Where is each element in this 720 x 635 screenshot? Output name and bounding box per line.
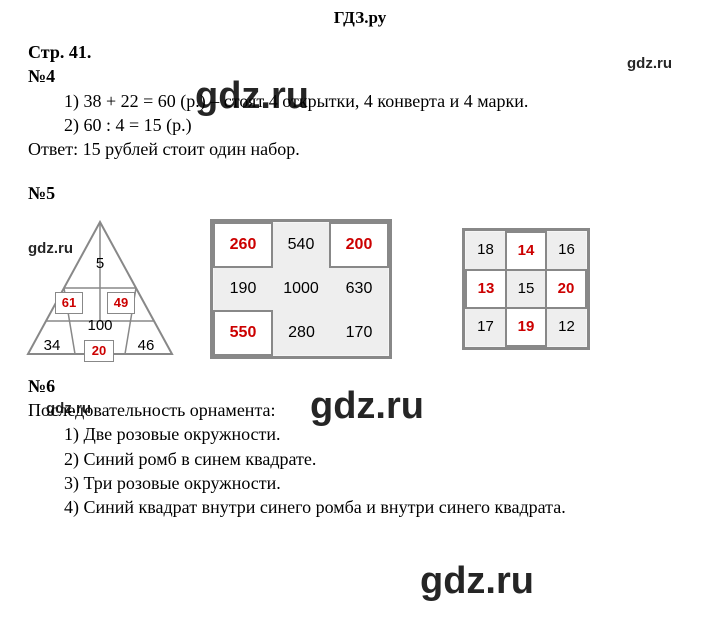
task6-item-1: 1) Две розовые окружности. bbox=[28, 422, 692, 446]
grid-cell: 280 bbox=[272, 311, 330, 355]
task6-number: №6 bbox=[28, 374, 692, 398]
magic-square-1: 260540200 1901000630 550280170 bbox=[210, 219, 392, 359]
triangle-puzzle: 5 61 49 100 34 20 46 bbox=[20, 214, 180, 364]
tri-top: 5 bbox=[90, 254, 110, 274]
task6-item-3: 3) Три розовые окружности. bbox=[28, 471, 692, 495]
task4-answer: Ответ: 15 рублей стоит один набор. bbox=[28, 137, 692, 161]
tri-mid-left: 61 bbox=[55, 292, 83, 314]
grid-cell: 190 bbox=[214, 267, 272, 311]
magic-square-2: 181416 131520 171912 bbox=[462, 228, 590, 350]
task-4: №4 1) 38 + 22 = 60 (р.) – стоят 4 открыт… bbox=[28, 64, 692, 161]
grid-cell: 540 bbox=[272, 223, 330, 267]
task6-heading: Последовательность орнамента: bbox=[28, 398, 692, 422]
task5-number: №5 bbox=[28, 181, 692, 205]
grid-cell: 550 bbox=[214, 311, 272, 355]
grid-cell: 13 bbox=[466, 270, 506, 308]
grid-cell: 170 bbox=[330, 311, 388, 355]
grid-cell: 12 bbox=[546, 308, 586, 346]
grid-cell: 18 bbox=[466, 232, 506, 270]
task6-item-4: 4) Синий квадрат внутри синего ромба и в… bbox=[28, 495, 692, 519]
task4-line2: 2) 60 : 4 = 15 (р.) bbox=[28, 113, 692, 137]
tri-mid-right: 49 bbox=[107, 292, 135, 314]
grid-cell: 19 bbox=[506, 308, 546, 346]
page-label: Стр. 41. bbox=[28, 40, 692, 64]
tri-bot-mid: 20 bbox=[84, 340, 114, 362]
tri-center: 100 bbox=[80, 316, 120, 336]
grid-cell: 17 bbox=[466, 308, 506, 346]
task4-line1: 1) 38 + 22 = 60 (р.) – стоят 4 открытки,… bbox=[28, 89, 692, 113]
task5-figures: 5 61 49 100 34 20 46 260540200 1901000630… bbox=[28, 214, 692, 364]
grid-cell: 16 bbox=[546, 232, 586, 270]
grid-cell: 630 bbox=[330, 267, 388, 311]
task6-item-2: 2) Синий ромб в синем квадрате. bbox=[28, 447, 692, 471]
grid-cell: 1000 bbox=[272, 267, 330, 311]
site-header: ГДЗ.ру bbox=[0, 0, 720, 28]
grid-cell: 15 bbox=[506, 270, 546, 308]
grid-cell: 200 bbox=[330, 223, 388, 267]
grid-cell: 20 bbox=[546, 270, 586, 308]
page-content: Стр. 41. №4 1) 38 + 22 = 60 (р.) – стоят… bbox=[0, 28, 720, 520]
grid-cell: 14 bbox=[506, 232, 546, 270]
tri-bot-left: 34 bbox=[38, 336, 66, 356]
watermark: gdz.ru bbox=[420, 560, 534, 603]
tri-bot-right: 46 bbox=[132, 336, 160, 356]
grid-cell: 260 bbox=[214, 223, 272, 267]
task4-number: №4 bbox=[28, 64, 692, 88]
